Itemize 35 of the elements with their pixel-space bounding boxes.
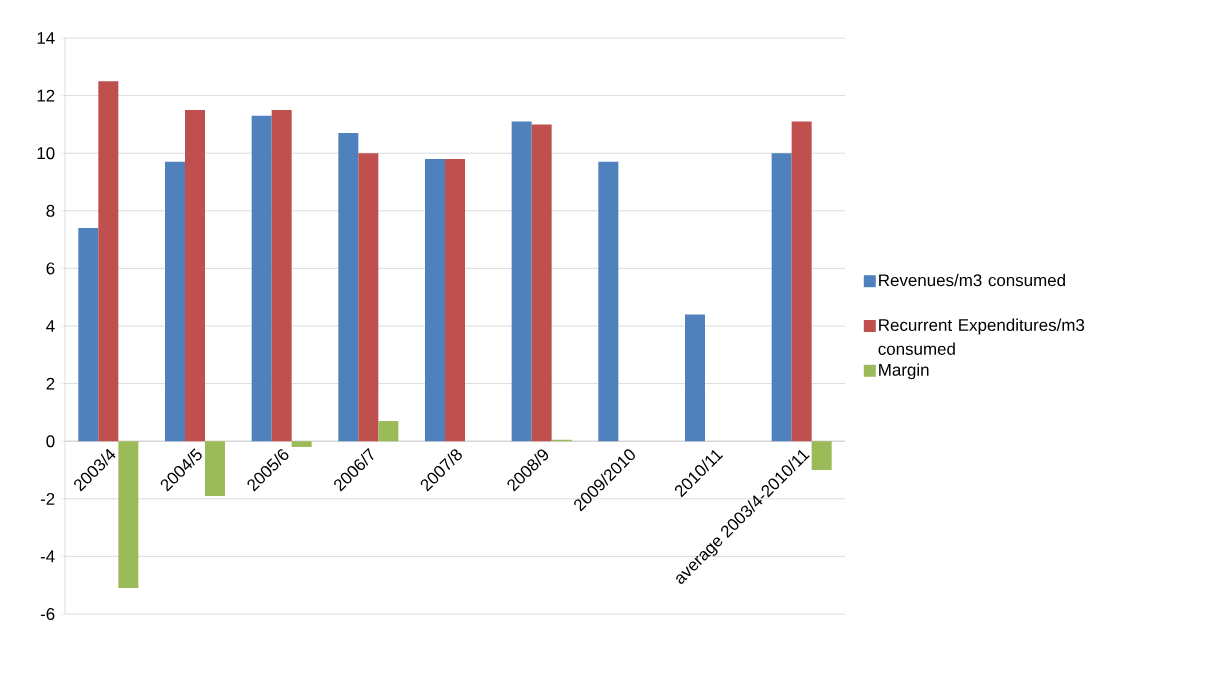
bar bbox=[358, 153, 379, 442]
bar bbox=[271, 110, 292, 442]
y-tick-label: 12 bbox=[37, 89, 55, 102]
legend-label: Revenues/m3 consumed bbox=[879, 273, 1065, 287]
bar bbox=[378, 421, 399, 442]
bar bbox=[531, 124, 552, 442]
y-tick-label: 0 bbox=[46, 435, 55, 448]
bar bbox=[791, 121, 812, 442]
bar bbox=[291, 441, 312, 447]
bar bbox=[165, 161, 185, 442]
y-tick-label: -2 bbox=[40, 492, 55, 505]
bar bbox=[811, 441, 832, 470]
y-tick-label: 4 bbox=[46, 320, 55, 332]
bar bbox=[98, 81, 119, 442]
y-tick-label: 6 bbox=[46, 262, 55, 275]
bar bbox=[685, 314, 705, 442]
y-tick-label: -4 bbox=[40, 550, 55, 563]
y-tick-label: -6 bbox=[40, 608, 55, 620]
bar bbox=[251, 115, 272, 442]
bar bbox=[185, 110, 205, 442]
bar bbox=[511, 121, 532, 442]
bar bbox=[598, 161, 619, 442]
y-tick-label: 14 bbox=[37, 32, 55, 44]
legend-label: Margin bbox=[879, 363, 929, 380]
bar bbox=[205, 441, 225, 496]
bar bbox=[425, 158, 445, 442]
y-tick-label: 10 bbox=[37, 147, 55, 160]
bar bbox=[78, 228, 99, 442]
bar bbox=[771, 153, 792, 442]
y-tick-label: 2 bbox=[46, 377, 55, 390]
bar bbox=[445, 158, 465, 442]
legend-label: Recurrent Expenditures/m3 consumed bbox=[878, 318, 1085, 355]
y-tick-label: 8 bbox=[46, 204, 55, 217]
bar bbox=[118, 441, 139, 589]
bar bbox=[338, 133, 359, 442]
